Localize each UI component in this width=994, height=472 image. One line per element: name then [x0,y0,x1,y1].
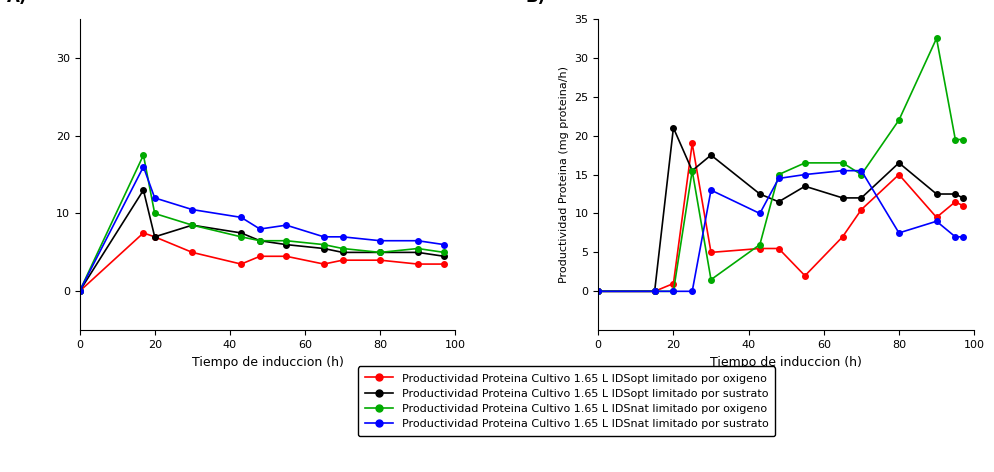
X-axis label: Tiempo de induccion (h): Tiempo de induccion (h) [192,355,343,369]
Legend: Productividad Proteina Cultivo 1.65 L IDSopt limitado por oxigeno, Productividad: Productividad Proteina Cultivo 1.65 L ID… [358,366,775,436]
Text: A): A) [7,0,27,7]
Text: B): B) [526,0,546,7]
Y-axis label: Productividad Proteina (mg proteina/h): Productividad Proteina (mg proteina/h) [559,66,569,283]
X-axis label: Tiempo de induccion (h): Tiempo de induccion (h) [711,355,862,369]
